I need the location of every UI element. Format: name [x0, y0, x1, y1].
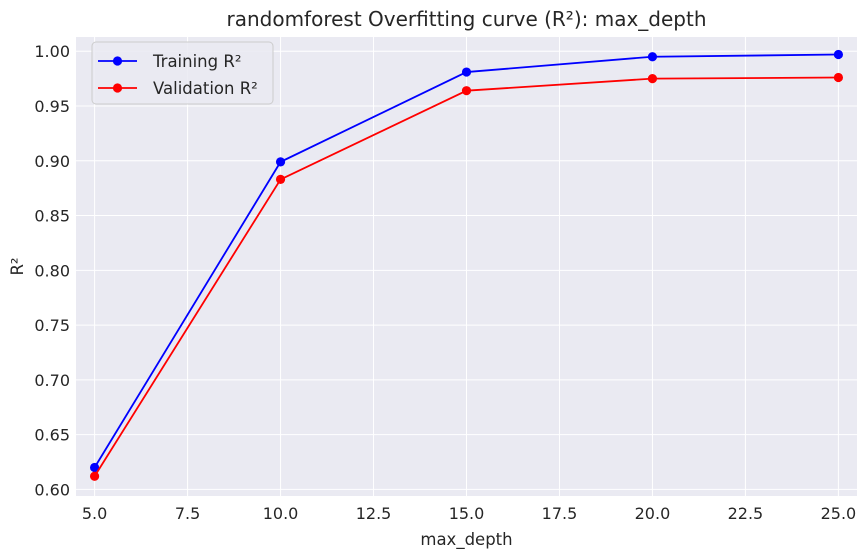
x-gridlines: [94, 37, 839, 496]
y-tick-label: 1.00: [34, 42, 70, 61]
x-tick-label: 17.5: [542, 504, 578, 523]
data-point: [647, 74, 658, 84]
legend-swatch-marker: [112, 83, 123, 93]
x-axis-label: max_depth: [420, 530, 512, 550]
series-validation: [89, 72, 844, 481]
legend: Training R² Validation R²: [91, 41, 274, 105]
data-point: [461, 67, 472, 77]
x-tick-label: 20.0: [635, 504, 671, 523]
y-axis-label: R²: [8, 257, 27, 275]
y-tick-label: 0.65: [34, 426, 70, 445]
chart-title: randomforest Overfitting curve (R²): max…: [226, 7, 706, 31]
legend-swatch-marker: [112, 56, 123, 66]
legend-item: Validation R²: [98, 79, 258, 98]
data-point: [275, 157, 286, 167]
data-point: [461, 86, 472, 96]
x-tick-label: 25.0: [821, 504, 857, 523]
x-tick-label: 5.0: [82, 504, 107, 523]
legend-items: Training R² Validation R²: [98, 52, 258, 98]
x-tick-labels: 5.0 7.5 10.0 12.5 15.0 17.5 20.0 22.5 25.0: [82, 504, 856, 523]
data-point: [833, 49, 844, 60]
x-tick-label: 12.5: [356, 504, 392, 523]
data-point: [275, 174, 286, 185]
data-point: [89, 462, 100, 473]
y-tick-label: 0.95: [34, 97, 70, 116]
y-tick-label: 0.90: [34, 152, 70, 171]
legend-label: Training R²: [152, 52, 241, 71]
y-tick-label: 0.75: [34, 316, 70, 335]
legend-item: Training R²: [98, 52, 241, 71]
y-tick-labels: 0.60 0.65 0.70 0.75 0.80 0.85 0.90 0.95 1.00: [34, 42, 70, 499]
x-tick-label: 10.0: [263, 504, 299, 523]
series-training: [89, 49, 844, 473]
x-tick-label: 7.5: [175, 504, 200, 523]
x-tick-label: 22.5: [728, 504, 764, 523]
y-tick-label: 0.70: [34, 371, 70, 390]
data-point: [89, 471, 100, 481]
y-tick-label: 0.80: [34, 261, 70, 280]
data-point: [833, 72, 844, 83]
legend-label: Validation R²: [153, 79, 258, 98]
data-point: [647, 52, 658, 62]
x-tick-label: 15.0: [449, 504, 485, 523]
legend-box: [91, 41, 274, 105]
y-tick-label: 0.60: [34, 480, 70, 499]
series-layer: [89, 49, 844, 481]
y-tick-label: 0.85: [34, 207, 70, 226]
